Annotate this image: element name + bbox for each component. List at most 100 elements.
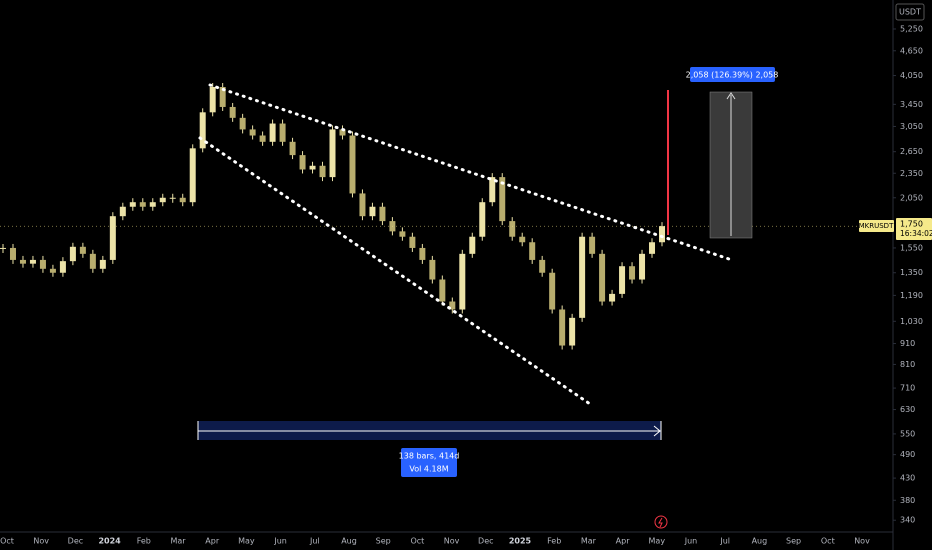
candle xyxy=(39,259,46,269)
y-tick-label: 430 xyxy=(900,474,915,483)
candle xyxy=(329,129,336,178)
candle xyxy=(609,293,616,302)
x-tick-label: Jun xyxy=(684,537,698,546)
range-arrow-head xyxy=(653,421,662,440)
y-tick-label: 550 xyxy=(900,429,915,438)
symbol: MKRUSDT xyxy=(859,222,894,230)
x-tick-label: Dec xyxy=(68,537,83,546)
y-tick-label: 3,450 xyxy=(900,100,923,109)
y-tick-label: 1,190 xyxy=(900,291,923,300)
candle xyxy=(9,247,16,260)
y-tick-label: 490 xyxy=(900,450,915,459)
candle xyxy=(529,242,536,260)
candle xyxy=(509,221,516,237)
x-tick-label: Sep xyxy=(786,537,801,546)
y-tick-label: 2,050 xyxy=(900,193,923,202)
y-tick-label: 4,050 xyxy=(900,71,923,80)
candle xyxy=(159,197,166,203)
countdown: 16:34:02 xyxy=(900,229,932,238)
candle xyxy=(429,259,436,280)
candle xyxy=(479,202,486,237)
x-tick-label: Sep xyxy=(376,537,391,546)
candle xyxy=(209,86,216,113)
candle xyxy=(199,112,206,149)
y-tick-label: 5,250 xyxy=(900,24,923,33)
candle xyxy=(399,231,406,237)
candle xyxy=(149,202,156,207)
x-tick-label: Jun xyxy=(273,537,287,546)
x-tick-label: Apr xyxy=(616,537,631,546)
candle xyxy=(579,236,586,318)
candle xyxy=(639,253,646,280)
candle xyxy=(499,177,506,222)
candle xyxy=(219,86,226,107)
candle xyxy=(69,246,76,262)
y-tick-label: 630 xyxy=(900,405,915,414)
y-tick-label: 4,650 xyxy=(900,46,923,55)
candle xyxy=(379,206,386,222)
candle xyxy=(459,253,466,310)
candle xyxy=(279,123,286,142)
currency: USDT xyxy=(899,8,921,17)
candle xyxy=(409,236,416,248)
candle xyxy=(319,165,326,178)
y-tick-label: 1,030 xyxy=(900,317,923,326)
candle xyxy=(29,259,36,264)
trendline-upper[interactable] xyxy=(208,83,734,262)
candle xyxy=(629,266,636,280)
candle xyxy=(49,268,56,273)
trendline-lower[interactable] xyxy=(198,136,592,406)
candle xyxy=(269,123,276,142)
measure-label: 2,058 (126.39%) 2,058 xyxy=(686,71,779,80)
x-tick-label: 2025 xyxy=(509,537,532,546)
event-icon-bolt xyxy=(658,517,663,528)
candle xyxy=(369,206,376,217)
candle xyxy=(79,246,86,254)
y-tick-label: 380 xyxy=(900,496,915,505)
candle xyxy=(99,259,106,269)
candle xyxy=(169,197,176,199)
candle xyxy=(419,247,426,260)
y-tick-label: 1,550 xyxy=(900,243,923,252)
price-tag xyxy=(896,218,932,240)
candle xyxy=(229,106,236,118)
candle xyxy=(189,148,196,203)
candle xyxy=(519,236,526,243)
candle xyxy=(239,117,246,130)
y-tick-label: 710 xyxy=(900,384,915,393)
event-icon[interactable] xyxy=(654,515,668,529)
range-label-box xyxy=(401,448,457,477)
x-tick-label: Oct xyxy=(0,537,14,546)
candle xyxy=(619,266,626,294)
candle xyxy=(439,279,446,302)
y-tick-label: 910 xyxy=(900,339,915,348)
x-tick-label: Oct xyxy=(821,537,835,546)
candle xyxy=(299,155,306,170)
candle xyxy=(0,247,6,249)
x-tick-label: Mar xyxy=(170,537,186,546)
x-tick-label: Nov xyxy=(854,537,870,546)
candle xyxy=(359,193,366,217)
candle xyxy=(259,135,266,142)
measure-arrow-head xyxy=(726,92,736,100)
currency-box[interactable] xyxy=(895,3,925,21)
x-tick-label: Mar xyxy=(581,537,597,546)
candle xyxy=(539,259,546,273)
x-tick-label: Nov xyxy=(444,537,460,546)
x-tick-label: May xyxy=(649,537,666,546)
x-tick-label: Aug xyxy=(752,537,768,546)
y-tick-label: 2,650 xyxy=(900,147,923,156)
candle xyxy=(449,301,456,310)
candle xyxy=(19,259,26,264)
candle xyxy=(469,236,476,254)
x-tick-label: Jul xyxy=(309,537,320,546)
y-tick-label: 1,350 xyxy=(900,268,923,277)
y-tick-label: 3,050 xyxy=(900,122,923,131)
candle xyxy=(89,253,96,269)
candle xyxy=(589,236,596,254)
x-tick-label: Feb xyxy=(547,537,561,546)
candle xyxy=(109,216,116,260)
y-tick-label: 2,350 xyxy=(900,169,923,178)
